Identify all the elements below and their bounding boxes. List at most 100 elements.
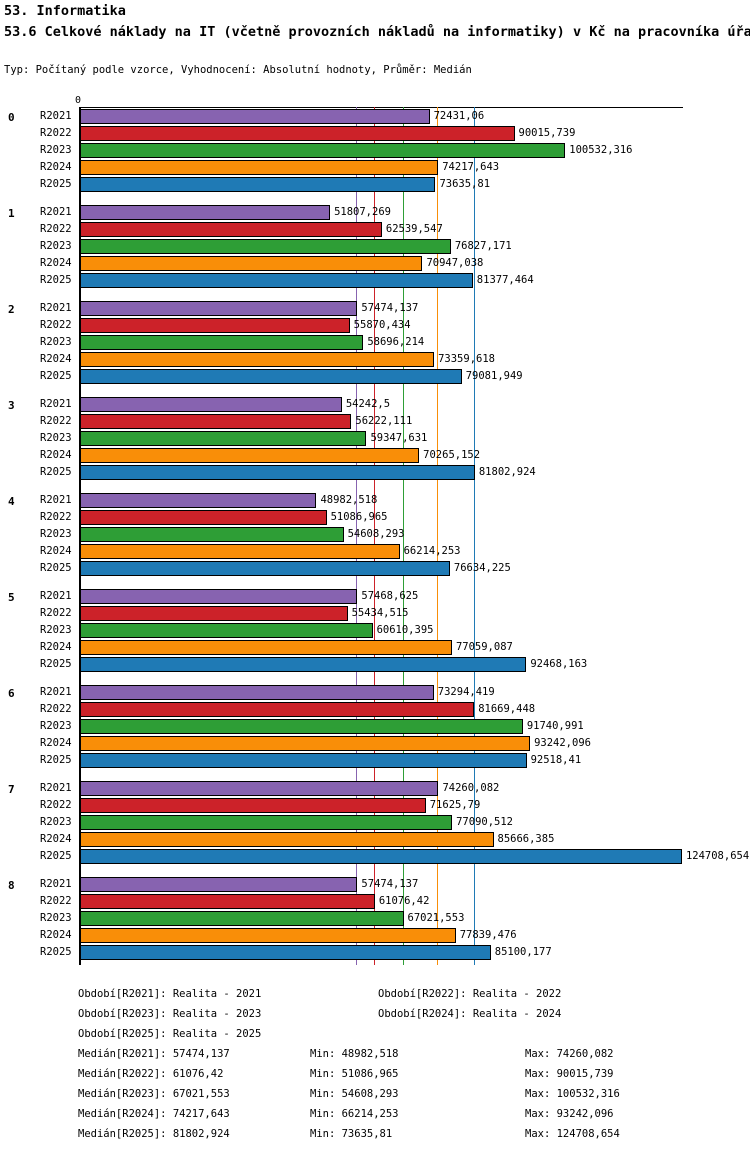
bar-r2024[interactable] [80,448,420,463]
series-label-r2023: R2023 [40,432,72,444]
table-row: R2023 76827,171 [0,238,750,255]
bar-r2023[interactable] [80,143,566,158]
series-label-r2022: R2022 [40,127,72,139]
bar-r2023[interactable] [80,239,451,254]
bar-r2023[interactable] [80,431,367,446]
series-label-r2023: R2023 [40,144,72,156]
bar-value-label: 77839,476 [459,929,517,941]
bar-r2021[interactable] [80,493,317,508]
bar-r2021[interactable] [80,685,434,700]
median-line-r2021 [356,107,358,965]
bar-value-label: 72431,06 [433,110,485,122]
series-label-r2024: R2024 [40,737,72,749]
bar-value-label: 92518,41 [530,754,582,766]
bar-r2023[interactable] [80,623,373,638]
bar-r2022[interactable] [80,222,382,237]
bar-value-label: 60610,395 [376,624,434,636]
legend-stats-row: Medián[R2024]: 74217,643 Min: 66214,253 Ma… [0,1108,750,1128]
bar-r2021[interactable] [80,397,342,412]
bar-r2021[interactable] [80,109,430,124]
bar-r2025[interactable] [80,177,436,192]
series-label-r2023: R2023 [40,912,72,924]
bar-r2025[interactable] [80,273,473,288]
bar-r2022[interactable] [80,510,327,525]
bar-r2025[interactable] [80,657,527,672]
table-row: R2025 73635,81 [0,176,750,193]
bar-r2024[interactable] [80,352,435,367]
table-row: R2024 70947,038 [0,255,750,272]
bar-value-label: 73635,81 [439,178,491,190]
bar-r2024[interactable] [80,256,423,271]
bar-r2024[interactable] [80,832,494,847]
bar-value-label: 81377,464 [476,274,534,286]
chart-subtitle: Typ: Počítaný podle vzorce, Vyhodnocení:… [4,64,472,76]
bar-r2023[interactable] [80,335,364,350]
bar-r2025[interactable] [80,465,475,480]
series-label-r2021: R2021 [40,686,72,698]
bar-r2021[interactable] [80,877,358,892]
bar-r2025[interactable] [80,945,491,960]
table-row: R2021 72431,06 [0,108,750,125]
bar-value-label: 57474,137 [361,878,419,890]
bar-r2023[interactable] [80,719,523,734]
bar-r2024[interactable] [80,160,439,175]
series-label-r2025: R2025 [40,466,72,478]
bar-r2024[interactable] [80,928,456,943]
table-row: R2021 57474,137 [0,300,750,317]
stat-median: Medián[R2023]: 67021,553 [78,1088,230,1100]
bar-value-label: 76827,171 [454,240,512,252]
bar-value-label: 85666,385 [497,833,555,845]
series-label-r2022: R2022 [40,703,72,715]
series-label-r2025: R2025 [40,562,72,574]
table-row: R2022 71625,79 [0,797,750,814]
bar-r2022[interactable] [80,894,375,909]
bar-r2023[interactable] [80,815,453,830]
bar-r2022[interactable] [80,414,352,429]
stat-max: Max: 90015,739 [525,1068,614,1080]
table-row: R2024 70265,152 [0,447,750,464]
bar-r2021[interactable] [80,781,439,796]
bar-r2021[interactable] [80,205,331,220]
bar-r2022[interactable] [80,606,348,621]
bar-r2023[interactable] [80,527,344,542]
bar-r2022[interactable] [80,126,515,141]
stat-max: Max: 74260,082 [525,1048,614,1060]
bar-r2022[interactable] [80,702,475,717]
bar-r2025[interactable] [80,753,527,768]
series-label-r2023: R2023 [40,240,72,252]
bar-value-label: 58696,214 [367,336,425,348]
table-row: R2023 67021,553 [0,910,750,927]
series-label-r2023: R2023 [40,720,72,732]
bar-r2025[interactable] [80,849,682,864]
bar-r2024[interactable] [80,544,400,559]
bar-r2024[interactable] [80,640,452,655]
bar-r2023[interactable] [80,911,404,926]
group-index-label: 5 [8,591,15,604]
stat-min: Min: 51086,965 [310,1068,399,1080]
bar-value-label: 81669,448 [478,703,536,715]
bar-r2021[interactable] [80,301,358,316]
table-row: R2023 91740,991 [0,718,750,735]
table-row: R2022 61076,42 [0,893,750,910]
series-label-r2023: R2023 [40,336,72,348]
bar-r2025[interactable] [80,561,450,576]
series-label-r2025: R2025 [40,370,72,382]
series-label-r2021: R2021 [40,206,72,218]
series-label-r2022: R2022 [40,799,72,811]
series-label-r2025: R2025 [40,754,72,766]
series-label-r2024: R2024 [40,449,72,461]
table-row: R2023 77090,512 [0,814,750,831]
bar-r2024[interactable] [80,736,531,751]
table-row: R2025 76634,225 [0,560,750,577]
bar-r2022[interactable] [80,318,350,333]
table-row: R2023 59347,631 [0,430,750,447]
bar-r2021[interactable] [80,589,358,604]
bar-r2022[interactable] [80,798,426,813]
median-line-r2025 [473,107,475,965]
bar-value-label: 85100,177 [494,946,552,958]
series-label-r2021: R2021 [40,494,72,506]
series-label-r2025: R2025 [40,178,72,190]
group-index-label: 8 [8,879,15,892]
table-row: R2024 77059,087 [0,639,750,656]
bar-r2025[interactable] [80,369,462,384]
